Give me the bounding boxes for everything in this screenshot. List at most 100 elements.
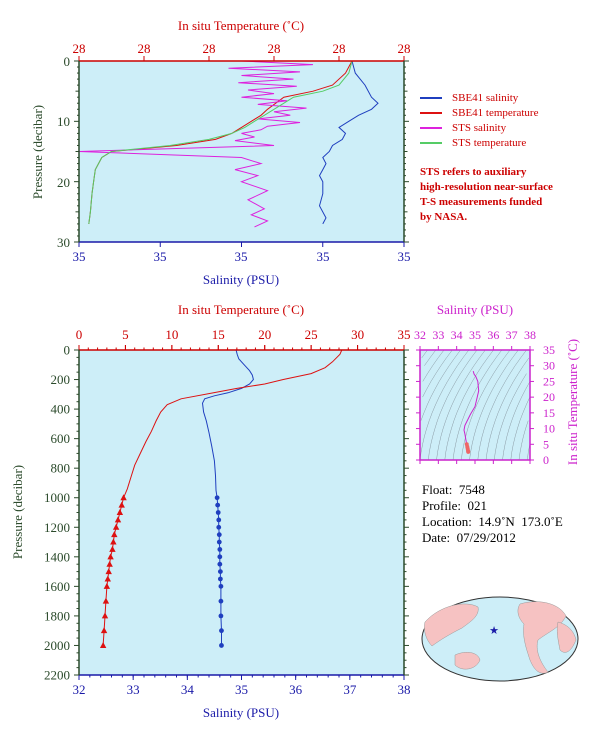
main-y-tick-labels: 0 200 400 600 800 1000 1200 1400 1600 1800 2000 220… [44, 343, 70, 683]
ts-x-tick-label: 36 [487, 328, 499, 342]
map-landmasses [424, 601, 577, 674]
main-y-tick-label: 800 [51, 461, 71, 476]
salinity-marker [217, 576, 223, 582]
main-y-tick-label: 400 [51, 402, 71, 417]
ts-density-contour [469, 349, 519, 461]
temperature-marker [118, 501, 125, 508]
main-x-top-tick-label: 35 [398, 327, 411, 342]
temperature-marker [103, 582, 111, 589]
sts-note-line: by NASA. [420, 211, 468, 223]
salinity-marker [216, 517, 222, 523]
temperature-marker [100, 627, 108, 634]
ts-density-contour [419, 349, 470, 461]
legend-label: STS salinity [452, 122, 507, 134]
ts-density-contour [502, 381, 531, 461]
map-land-asia [424, 603, 479, 647]
ts-density-contour [420, 349, 461, 421]
salinity-marker [218, 598, 224, 604]
ts-x-tick-label: 33 [432, 328, 444, 342]
top-y-tick-label: 10 [57, 114, 70, 129]
ts-y-tick-label: 5 [543, 437, 549, 451]
ts-x-tick-labels: 32 33 34 35 36 37 38 [414, 328, 536, 342]
main-x-bottom-tick-label: 38 [398, 682, 411, 697]
main-x-bottom-tick-label: 35 [235, 682, 248, 697]
main-chart: In situ Temperature (˚C) 0 5 10 15 20 25 30 35 … [10, 302, 411, 720]
main-x-bottom-tick-label: 37 [343, 682, 357, 697]
ts-y-tick-label: 20 [543, 390, 555, 404]
top-chart: 28 28 28 28 28 28 In situ Temperature (˚… [30, 18, 411, 287]
ts-x-tick-label: 38 [524, 328, 536, 342]
sts-note-line: high-resolution near-surface [420, 181, 553, 193]
top-series-sts-salinity [78, 60, 314, 228]
main-y-tick-label: 1400 [44, 549, 70, 564]
legend-swatch [420, 97, 442, 99]
main-y-tick-label: 1200 [44, 520, 70, 535]
legend-swatch [420, 112, 442, 114]
ts-density-contour [461, 349, 511, 461]
top-x-top-tick-labels: 28 28 28 28 28 28 [73, 41, 411, 56]
ts-y-tick-label: 0 [543, 453, 549, 467]
main-y-tick-label: 1600 [44, 579, 70, 594]
legend-label: SBE41 salinity [452, 92, 519, 104]
main-x-top-tick-label: 10 [165, 327, 178, 342]
ts-diagram: Salinity (PSU) 32 33 34 35 36 37 38 0 510 15 20 25… [414, 302, 580, 467]
temperature-marker [120, 494, 127, 501]
top-y-tick-label: 0 [64, 54, 71, 69]
top-y-tick-label: 20 [57, 175, 70, 190]
top-x-bottom-axis-title: Salinity (PSU) [203, 272, 279, 287]
temperature-marker [112, 523, 120, 530]
temperature-marker [106, 560, 113, 567]
main-y-tick-label: 0 [64, 343, 71, 358]
main-x-top-tick-label: 5 [122, 327, 129, 342]
top-x-top-axis-title: In situ Temperature (˚C) [178, 18, 304, 33]
ts-density-contour [477, 349, 527, 461]
main-series-layer [99, 349, 343, 648]
float-location-marker: ★ [489, 625, 499, 637]
ts-y-tick-label: 10 [543, 422, 555, 436]
ts-x-tick-label: 37 [506, 328, 518, 342]
main-x-bottom-axis-title: Salinity (PSU) [203, 705, 279, 720]
top-x-top-tick-label: 28 [398, 41, 411, 56]
sts-note: STS refers to auxiliary high-resolution … [420, 165, 595, 225]
top-x-top-tick-label: 28 [333, 41, 346, 56]
legend-label: SBE41 temperature [452, 107, 539, 119]
top-x-bottom-tick-label: 35 [154, 249, 167, 264]
map-land-africa-europe [556, 621, 577, 653]
ts-x-tick-label: 34 [451, 328, 463, 342]
ts-density-contour [422, 349, 445, 382]
main-x-top-tick-label: 25 [305, 327, 318, 342]
top-x-top-tick-label: 28 [203, 41, 216, 56]
temperature-marker [99, 641, 107, 648]
legend-swatch [420, 127, 442, 129]
ts-profile-point [466, 449, 471, 454]
top-series-layer [78, 60, 379, 228]
ts-density-contour [421, 349, 428, 359]
sts-note-line: T-S measurements funded [420, 196, 543, 208]
main-x-top-axis-title: In situ Temperature (˚C) [178, 302, 304, 317]
salinity-marker [217, 561, 223, 567]
temperature-marker [111, 531, 118, 538]
float-location: Location: 14.9˚N 173.0˚E [422, 514, 563, 529]
salinity-marker [219, 628, 224, 634]
temperature-marker [110, 538, 117, 545]
ts-y-tick-label: 35 [543, 343, 555, 357]
top-x-bottom-tick-label: 35 [317, 249, 330, 264]
ts-x-tick-label: 32 [414, 328, 426, 342]
top-x-bottom-tick-labels: 35 35 35 35 35 [73, 249, 411, 264]
map-land-americas [517, 601, 567, 674]
salinity-marker [214, 495, 220, 501]
main-y-tick-label: 2200 [44, 668, 70, 683]
legend-item-sbe41-temperature: SBE41 temperature [420, 106, 538, 120]
ts-density-contour [485, 357, 530, 461]
ts-density-contour [444, 349, 494, 461]
legend-item-sts-temperature: STS temperature [420, 136, 526, 150]
ts-density-contour [428, 349, 478, 461]
salinity-marker [215, 510, 221, 515]
top-x-top-tick-label: 28 [138, 41, 151, 56]
ts-series-layer [463, 370, 480, 454]
ts-density-contour [424, 349, 437, 366]
main-x-top-tick-label: 20 [258, 327, 271, 342]
top-series-sts-temperature [88, 60, 353, 224]
